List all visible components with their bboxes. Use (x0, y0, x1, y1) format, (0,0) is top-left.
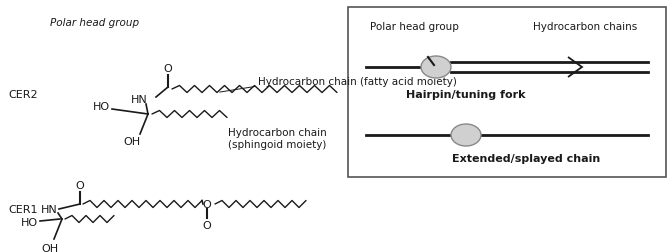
Text: OH: OH (42, 243, 58, 252)
Text: O: O (203, 220, 212, 230)
Text: Polar head group: Polar head group (370, 22, 459, 32)
FancyBboxPatch shape (348, 8, 666, 177)
Text: Polar head group: Polar head group (50, 18, 140, 28)
Text: Hydrocarbon chain (fatty acid moiety): Hydrocarbon chain (fatty acid moiety) (258, 77, 457, 87)
Text: CER1: CER1 (8, 204, 38, 214)
Text: HN: HN (41, 204, 58, 214)
Text: O: O (203, 199, 212, 209)
Text: O: O (76, 180, 85, 190)
Text: O: O (163, 64, 173, 74)
Text: HO: HO (21, 217, 38, 227)
Text: Extended/splayed chain: Extended/splayed chain (452, 153, 600, 163)
Text: HN: HN (131, 94, 148, 105)
Text: CER2: CER2 (8, 90, 38, 100)
Text: Hydrocarbon chain
(sphingoid moiety): Hydrocarbon chain (sphingoid moiety) (228, 128, 327, 150)
Ellipse shape (421, 57, 451, 79)
Ellipse shape (451, 124, 481, 146)
Text: OH: OH (124, 137, 140, 146)
Text: Hydrocarbon chains: Hydrocarbon chains (533, 22, 637, 32)
Text: Hairpin/tuning fork: Hairpin/tuning fork (407, 90, 526, 100)
Text: HO: HO (93, 102, 110, 112)
